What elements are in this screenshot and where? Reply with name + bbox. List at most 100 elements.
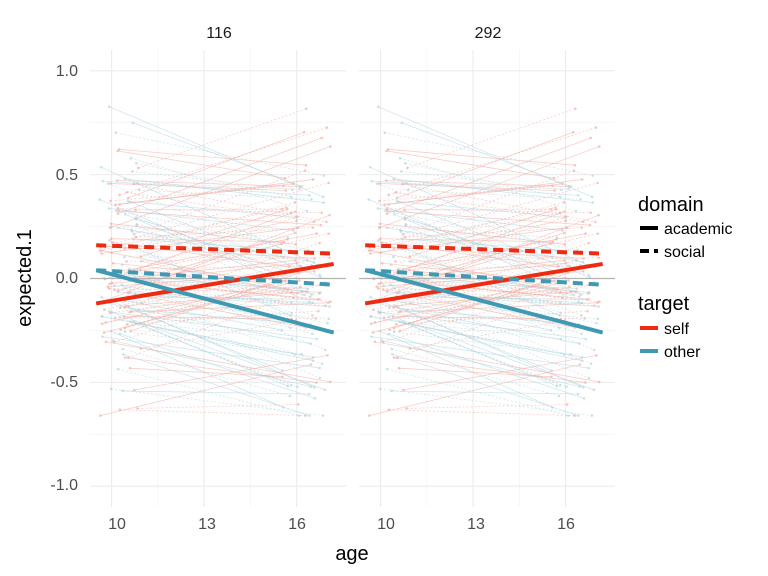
individual-point bbox=[385, 226, 389, 230]
individual-trajectory bbox=[108, 106, 324, 198]
individual-point bbox=[379, 241, 383, 244]
individual-point bbox=[118, 193, 121, 197]
individual-trajectory bbox=[370, 227, 568, 254]
individual-point bbox=[126, 200, 130, 203]
individual-point bbox=[296, 403, 300, 406]
individual-point bbox=[123, 356, 127, 359]
individual-trajectory bbox=[378, 310, 595, 391]
individual-point bbox=[590, 195, 594, 199]
individual-trajectory bbox=[132, 170, 293, 191]
individual-trajectory bbox=[137, 279, 331, 303]
individual-point bbox=[403, 162, 407, 165]
individual-point bbox=[129, 329, 133, 333]
individual-point bbox=[289, 211, 293, 215]
individual-trajectory bbox=[388, 409, 575, 416]
individual-point bbox=[109, 237, 113, 241]
individual-trajectory bbox=[386, 137, 591, 215]
individual-point bbox=[311, 178, 315, 181]
individual-point bbox=[129, 156, 133, 160]
individual-point bbox=[100, 322, 104, 326]
individual-point bbox=[294, 210, 297, 213]
individual-point bbox=[297, 414, 301, 417]
individual-trajectory bbox=[136, 225, 310, 302]
individual-trajectory bbox=[396, 131, 574, 199]
individual-point bbox=[596, 232, 600, 235]
individual-point bbox=[395, 196, 399, 200]
individual-point bbox=[307, 414, 311, 417]
legend-domain: domain academic social bbox=[638, 194, 732, 261]
individual-point bbox=[399, 310, 402, 313]
individual-point bbox=[280, 328, 284, 332]
individual-trajectory bbox=[382, 286, 570, 343]
individual-trajectory bbox=[109, 146, 331, 229]
individual-point bbox=[327, 317, 331, 321]
individual-point bbox=[585, 298, 589, 301]
individual-point bbox=[321, 195, 325, 199]
individual-point bbox=[292, 229, 295, 232]
individual-trajectory bbox=[137, 182, 300, 190]
individual-trajectory bbox=[124, 331, 302, 355]
individual-trajectory bbox=[122, 348, 291, 397]
individual-point bbox=[313, 397, 317, 400]
individual-point bbox=[588, 223, 592, 227]
individual-trajectory bbox=[369, 301, 580, 345]
individual-point bbox=[118, 203, 122, 206]
individual-point bbox=[128, 200, 132, 204]
individual-point bbox=[115, 179, 119, 182]
individual-point bbox=[587, 273, 591, 277]
individual-trajectory bbox=[399, 367, 552, 378]
individual-point bbox=[108, 226, 112, 230]
individual-trajectory bbox=[110, 183, 286, 191]
individual-point bbox=[369, 252, 372, 255]
individual-point bbox=[119, 328, 122, 331]
individual-trajectory bbox=[386, 180, 569, 188]
individual-trajectory bbox=[391, 390, 579, 395]
individual-trajectory bbox=[119, 179, 314, 205]
individual-trajectory bbox=[112, 241, 290, 268]
individual-point bbox=[565, 403, 569, 406]
individual-point bbox=[577, 194, 580, 197]
individual-point bbox=[284, 279, 287, 283]
individual-trajectory bbox=[393, 220, 566, 249]
individual-point bbox=[297, 264, 301, 268]
individual-point bbox=[549, 328, 553, 332]
individual-point bbox=[107, 207, 111, 210]
individual-point bbox=[282, 240, 286, 244]
individual-point bbox=[384, 179, 388, 182]
individual-point bbox=[310, 198, 313, 201]
individual-trajectory bbox=[117, 180, 300, 188]
individual-trajectory bbox=[129, 302, 329, 313]
individual-point bbox=[589, 362, 593, 366]
individual-point bbox=[591, 201, 594, 204]
individual-trajectory bbox=[101, 227, 299, 254]
individual-trajectory bbox=[118, 227, 315, 263]
individual-point bbox=[582, 386, 585, 389]
individual-point bbox=[125, 191, 128, 194]
individual-point bbox=[368, 165, 372, 169]
individual-point bbox=[121, 389, 124, 393]
individual-trajectory bbox=[406, 404, 568, 409]
y-tick-label: 1.0 bbox=[56, 63, 78, 80]
individual-trajectory bbox=[100, 364, 312, 416]
individual-trajectory bbox=[124, 220, 297, 249]
individual-point bbox=[108, 282, 111, 286]
individual-point bbox=[294, 243, 298, 246]
individual-trajectory bbox=[380, 388, 592, 416]
individual-trajectory bbox=[110, 185, 284, 202]
individual-point bbox=[587, 366, 590, 370]
legend-label-other: other bbox=[664, 344, 701, 361]
individual-point bbox=[584, 232, 587, 235]
individual-point bbox=[385, 290, 389, 294]
individual-trajectory bbox=[407, 309, 580, 325]
individual-point bbox=[311, 332, 314, 336]
individual-trajectory bbox=[386, 150, 555, 179]
individual-point bbox=[324, 304, 327, 308]
individual-point bbox=[567, 187, 570, 191]
individual-point bbox=[392, 356, 396, 359]
individual-point bbox=[312, 220, 316, 224]
legend-label-academic: academic bbox=[664, 221, 732, 238]
individual-point bbox=[99, 414, 102, 417]
individual-trajectory bbox=[385, 210, 578, 251]
individual-trajectory bbox=[123, 353, 310, 416]
